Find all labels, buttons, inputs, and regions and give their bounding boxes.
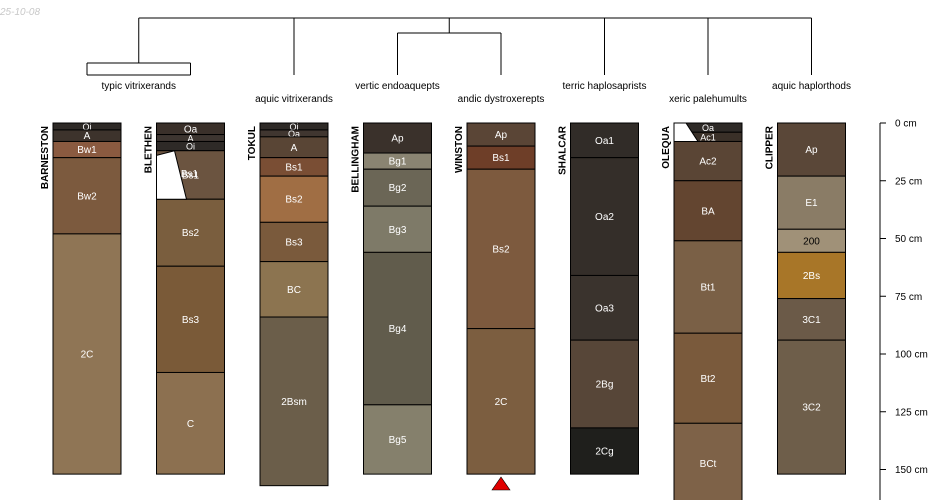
horizon-label: Bw2 bbox=[77, 191, 97, 202]
horizon-label: Ap bbox=[391, 134, 404, 145]
horizon-c bbox=[156, 371, 225, 475]
horizon-bs2 bbox=[466, 168, 536, 330]
horizon-2c bbox=[52, 233, 122, 475]
horizon-label: 2Bs bbox=[803, 271, 820, 282]
horizon-label: Bg4 bbox=[389, 324, 407, 335]
depth-marker-triangle bbox=[491, 476, 511, 491]
depth-axis-label: 0 cm bbox=[895, 119, 917, 130]
horizon-2c bbox=[466, 328, 536, 475]
horizon-label: Oi bbox=[186, 142, 195, 152]
horizon-ba bbox=[673, 180, 743, 242]
taxon-label: typic vitrixerands bbox=[102, 81, 176, 92]
horizon-label: BA bbox=[701, 206, 715, 217]
horizon-label: Bs1 bbox=[182, 170, 200, 181]
horizon-label: 2Cg bbox=[595, 447, 613, 458]
horizon-label: BC bbox=[287, 285, 301, 296]
horizon-label: Oa bbox=[288, 129, 300, 139]
horizon-bg2 bbox=[363, 168, 432, 207]
horizon-label: Bg2 bbox=[389, 183, 407, 194]
horizon-label: BCt bbox=[700, 459, 717, 470]
horizon-ap bbox=[777, 122, 846, 177]
horizon-label: Oi bbox=[83, 122, 92, 132]
horizon-label: Oa2 bbox=[595, 212, 614, 223]
horizon-label: Bs2 bbox=[492, 244, 510, 255]
horizon-label: 200 bbox=[803, 236, 820, 247]
horizon-label: Bg3 bbox=[389, 225, 407, 236]
horizon-label: Bs2 bbox=[182, 228, 200, 239]
horizon-label: Bs3 bbox=[182, 315, 200, 326]
horizon-label: A bbox=[84, 131, 91, 142]
horizon-ac2 bbox=[673, 140, 743, 182]
horizon-bg4 bbox=[363, 251, 432, 406]
taxon-label: vertic endoaquepts bbox=[355, 81, 440, 92]
taxon-label: aquic vitrixerands bbox=[255, 94, 333, 105]
horizon-bg3 bbox=[363, 205, 432, 253]
horizon-label: Bs1 bbox=[285, 162, 303, 173]
horizon-label: Ac2 bbox=[699, 157, 717, 168]
horizon-boundary-wedge bbox=[673, 122, 699, 142]
profile-name: OLEQUA bbox=[661, 126, 672, 169]
taxon-label: aquic haplorthods bbox=[772, 81, 851, 92]
horizon-label: A bbox=[291, 143, 298, 154]
depth-axis-label: 75 cm bbox=[895, 292, 922, 303]
horizon-label: Oa bbox=[184, 124, 198, 135]
horizon-label: Oi bbox=[290, 122, 299, 132]
horizon-bg5 bbox=[363, 404, 432, 475]
profile-name: WINSTON bbox=[454, 126, 465, 173]
profile-name: SHALCAR bbox=[558, 125, 569, 175]
depth-axis-label: 125 cm bbox=[895, 407, 928, 418]
horizon-bs2 bbox=[156, 198, 225, 267]
horizon-label: Bs1 bbox=[181, 169, 199, 180]
horizon-boundary-wedge bbox=[156, 150, 188, 200]
horizon-label: 2C bbox=[81, 350, 94, 361]
taxon-label: terric haplosaprists bbox=[563, 81, 647, 92]
horizon-label: 3C1 bbox=[802, 315, 821, 326]
horizon-3c2 bbox=[777, 339, 846, 475]
horizon-2bs bbox=[777, 251, 846, 300]
horizon-label: Oa3 bbox=[595, 303, 614, 314]
depth-axis-label: 25 cm bbox=[895, 176, 922, 187]
profile-name: BARNESTON bbox=[40, 126, 51, 189]
horizon-label: Oa bbox=[702, 123, 714, 133]
horizon-label: Bs2 bbox=[285, 195, 303, 206]
horizon-bs3 bbox=[156, 265, 225, 373]
profile-name: CLIPPER bbox=[765, 125, 776, 169]
horizon-label: Bs1 bbox=[492, 153, 510, 164]
horizon-label: 2C bbox=[495, 397, 508, 408]
horizon-label: Bt1 bbox=[700, 283, 715, 294]
horizon-label: Ac1 bbox=[700, 132, 716, 142]
horizon-label: Bg5 bbox=[389, 435, 407, 446]
horizon-label: Bw1 bbox=[77, 145, 97, 156]
profile-name: BELLINGHAM bbox=[351, 126, 362, 193]
horizon-2bsm bbox=[259, 316, 329, 487]
depth-axis-label: 150 cm bbox=[895, 465, 928, 476]
horizon-label: Bs3 bbox=[285, 237, 303, 248]
horizon-label: E1 bbox=[805, 198, 818, 209]
horizon-e1 bbox=[777, 175, 846, 230]
horizon-label: C bbox=[187, 419, 194, 430]
taxon-label: andic dystroxerepts bbox=[458, 94, 545, 105]
taxon-label: xeric palehumults bbox=[669, 94, 747, 105]
horizon-2cg bbox=[570, 427, 639, 475]
profile-name: BLETHEN bbox=[144, 126, 155, 173]
horizon-bt1 bbox=[673, 240, 743, 334]
horizon-oa1 bbox=[570, 122, 639, 159]
horizon-bct bbox=[673, 422, 743, 500]
horizon-label: 3C2 bbox=[802, 403, 821, 414]
horizon-label: Bg1 bbox=[389, 157, 407, 168]
horizon-label: Ap bbox=[495, 130, 508, 141]
horizon-label: 2Bsm bbox=[281, 397, 307, 408]
horizon-label: 2Bg bbox=[596, 380, 614, 391]
date-stamp: 25-10-08 bbox=[0, 7, 41, 18]
horizon-label: Oa1 bbox=[595, 136, 614, 147]
horizon-label: Ap bbox=[805, 145, 818, 156]
profile-name: TOKUL bbox=[247, 126, 258, 160]
horizon-ap bbox=[363, 122, 432, 154]
horizon-oa3 bbox=[570, 274, 639, 341]
depth-axis-label: 50 cm bbox=[895, 234, 922, 245]
depth-axis-label: 100 cm bbox=[895, 350, 928, 361]
horizon-label: A bbox=[187, 134, 193, 144]
horizon-label: Bt2 bbox=[700, 374, 715, 385]
